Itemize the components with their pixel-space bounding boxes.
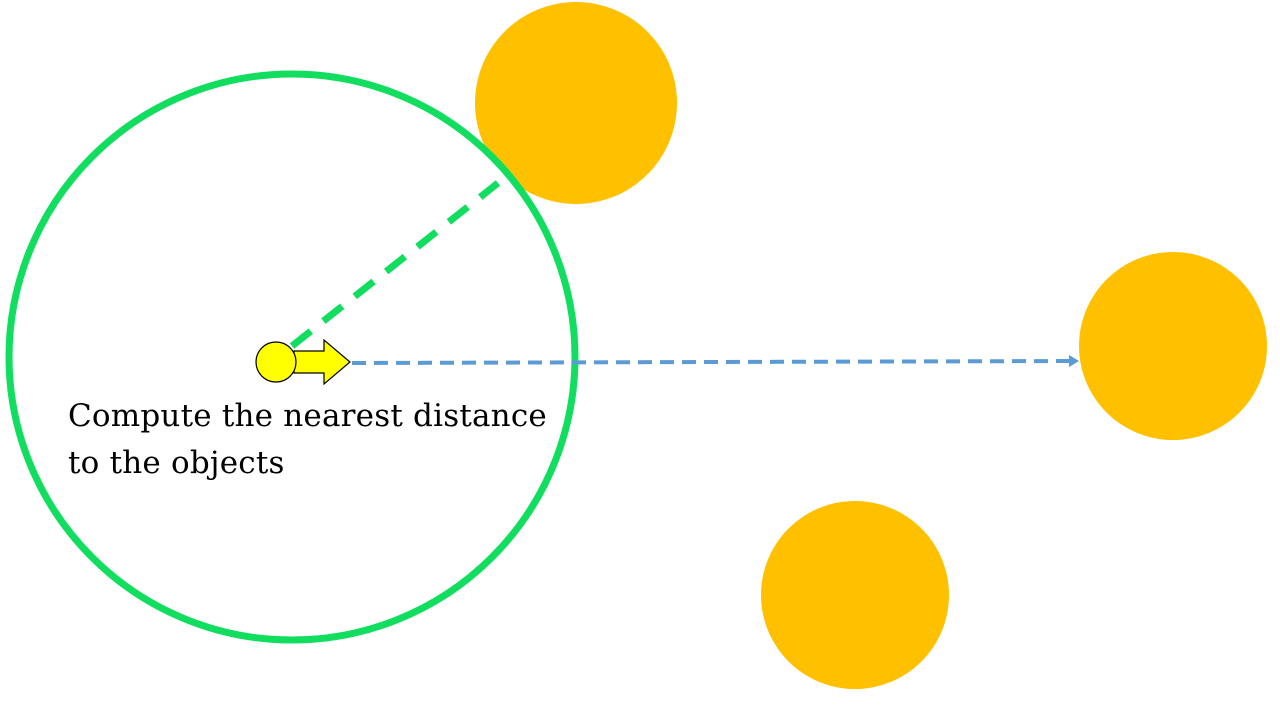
direction-arrow xyxy=(293,338,351,386)
caption-line-2: to the objects xyxy=(68,445,285,481)
nearest-distance-line xyxy=(289,180,501,349)
range-circle xyxy=(5,70,579,644)
ray-line xyxy=(351,355,1079,368)
agent xyxy=(255,341,297,383)
caption: Compute the nearest distance to the obje… xyxy=(68,393,588,487)
object-bottom xyxy=(761,501,949,689)
caption-line-1: Compute the nearest distance xyxy=(68,398,547,434)
object-top xyxy=(475,2,677,204)
object-right xyxy=(1079,252,1267,440)
